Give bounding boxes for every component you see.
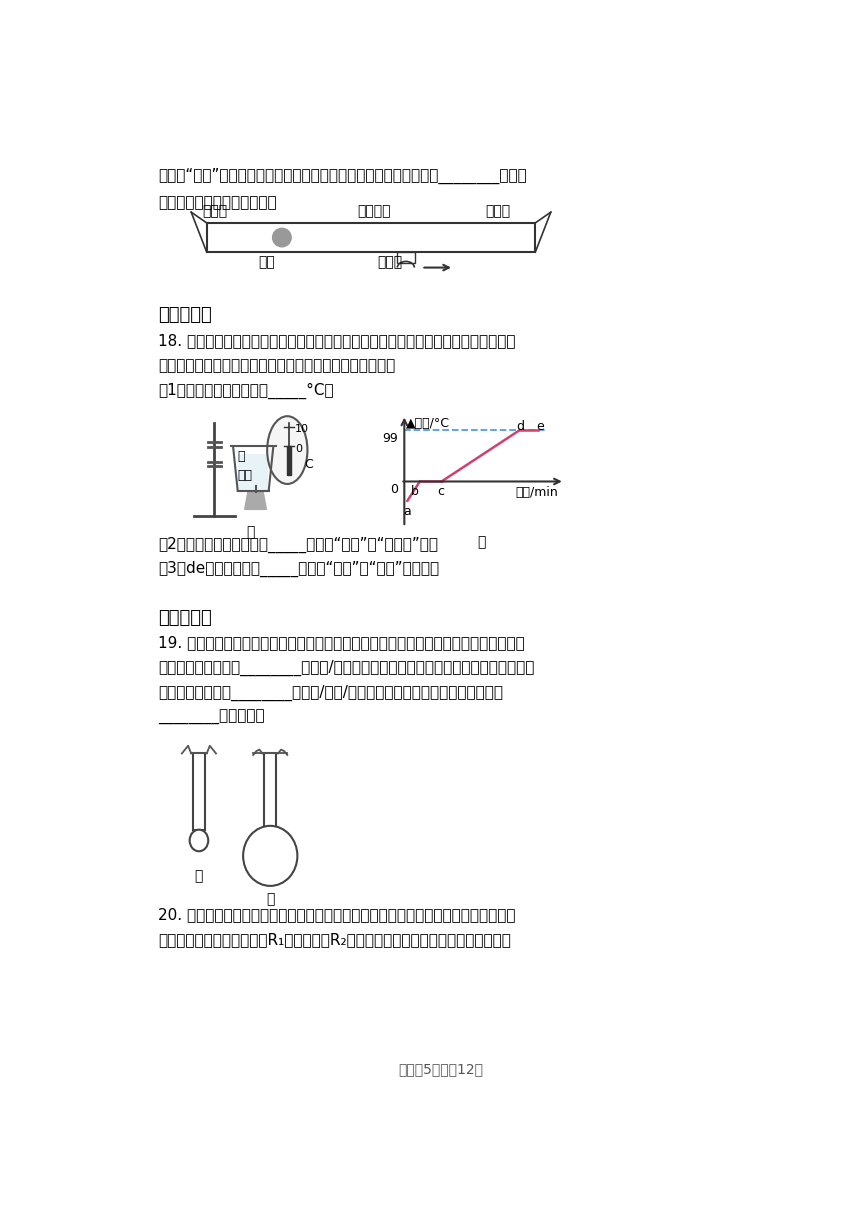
Text: 水: 水 [237,450,244,463]
Bar [206,223,535,252]
Text: 试卷第5页，共12页: 试卷第5页，共12页 [398,1063,483,1076]
Text: 乙: 乙 [266,893,274,906]
Ellipse shape [190,829,208,851]
Text: 塑料片: 塑料片 [202,204,227,219]
Text: 时间/min: 时间/min [516,486,558,499]
Text: 19. 两端开口的玻璃管，下端套有扎紧的气球，管中装有适量水，处于竖直静止状态（图: 19. 两端开口的玻璃管，下端套有扎紧的气球，管中装有适量水，处于竖直静止状态（… [158,636,525,651]
Bar [396,252,415,263]
Text: ________具有惯性。: ________具有惯性。 [158,710,265,725]
Text: 99: 99 [383,433,398,445]
Text: e: e [536,420,544,433]
Text: （1）甲图中温度计示数为_____°C；: （1）甲图中温度计示数为_____°C； [158,382,334,399]
Text: 18. 图甲中，试管装有适量碎冰，用酒精灯对烧杯中足量的水进行加热，用温度计测量: 18. 图甲中，试管装有适量碎冰，用酒精灯对烧杯中足量的水进行加热，用温度计测量 [158,333,515,348]
Text: 由电磁继电器、滑动变阻器R₁、热敏电阻R₂（安装在恒温箱内，阻值随温度升高而显: 由电磁继电器、滑动变阻器R₁、热敏电阻R₂（安装在恒温箱内，阻值随温度升高而显 [158,933,511,947]
Text: 碎冰: 碎冰 [237,469,252,483]
Text: C: C [304,457,313,471]
Ellipse shape [243,826,298,886]
Text: c: c [437,484,444,497]
Ellipse shape [267,416,308,484]
Bar [238,454,268,491]
Text: 0: 0 [295,444,302,454]
Text: a: a [402,505,410,518]
Text: 抽气孔: 抽气孔 [378,255,402,269]
Text: 四、填空题: 四、填空题 [158,609,212,626]
Circle shape [273,229,292,247]
Text: 0: 0 [390,483,398,496]
Text: 管子竖直向上的力________（大于/等于/小于）管子总重，该现象的产生是由于: 管子竖直向上的力________（大于/等于/小于）管子总重，该现象的产生是由于 [158,685,503,702]
Text: 纸团: 纸团 [259,255,275,269]
Bar [286,446,292,474]
Text: 10: 10 [295,424,309,434]
Text: 甲）。手握管子突然________（向上/向下）运动时，气球突然变大（图乙），此时手对: 甲）。手握管子突然________（向上/向下）运动时，气球突然变大（图乙），此… [158,660,534,676]
Text: b: b [410,484,419,497]
Text: 亚克力管: 亚克力管 [357,204,390,219]
Text: 20. 寒冬，为给小鸡仔提供温暖的环境，小明制作了恒温箱系统，原理如图。控制电路: 20. 寒冬，为给小鸡仔提供温暖的环境，小明制作了恒温箱系统，原理如图。控制电路 [158,907,515,923]
Text: 片，纸团会从左侧管口飞出。: 片，纸团会从左侧管口飞出。 [158,196,277,210]
Text: 甲: 甲 [194,869,203,883]
Bar [264,754,276,831]
Text: 塑料片: 塑料片 [486,204,511,219]
Text: （3）de阶段试管中水_____（选填“正在”、“没有”）沸腾。: （3）de阶段试管中水_____（选填“正在”、“没有”）沸腾。 [158,561,439,578]
Text: d: d [517,420,525,433]
Text: 别紧紧“吸附”在管子两端。当管内气压较低时关闭抽气机，快速弹开________侧塑料: 别紧紧“吸附”在管子两端。当管内气压较低时关闭抽气机，快速弹开________侧… [158,168,526,184]
Text: 甲: 甲 [247,525,255,540]
Text: 乙: 乙 [476,535,485,548]
Text: （2）根据图乙可知冰属于_____（选填“晶体”、“非晶体”）；: （2）根据图乙可知冰属于_____（选填“晶体”、“非晶体”）； [158,536,438,552]
Text: 不同时刻冰的温度值，冰的温度随时间变化的图像如图乙。: 不同时刻冰的温度值，冰的温度随时间变化的图像如图乙。 [158,358,395,372]
Text: 三、实验题: 三、实验题 [158,306,212,325]
Bar [193,754,206,831]
Polygon shape [245,492,267,510]
Text: ▲温度/°C: ▲温度/°C [406,417,450,430]
